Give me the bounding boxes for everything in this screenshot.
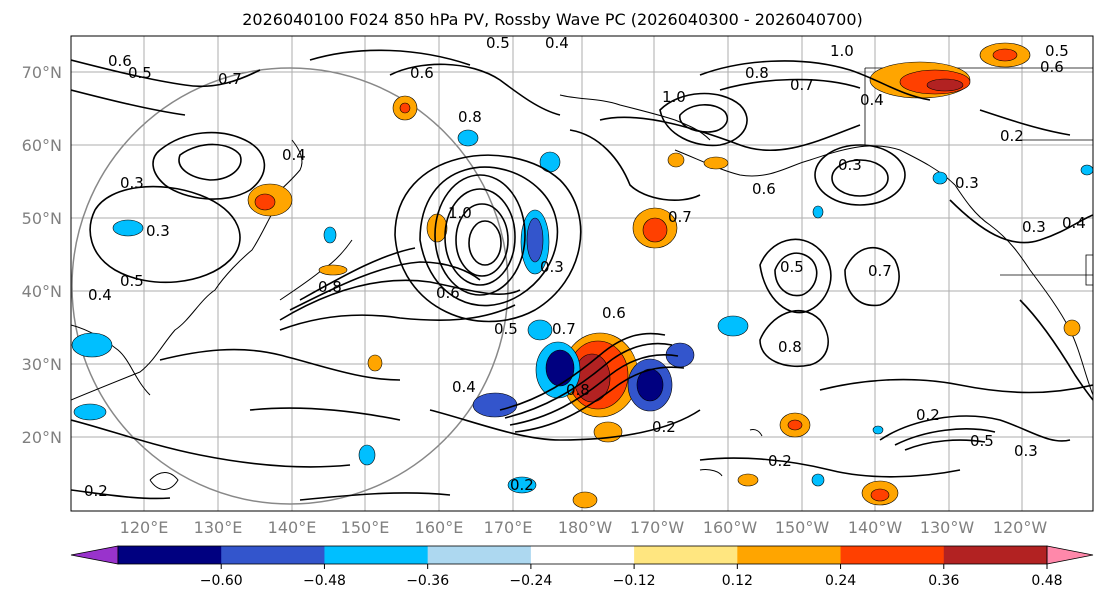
contour-label: 0.5 (494, 320, 518, 338)
contour-label: 0.5 (1045, 42, 1069, 60)
contour-label: 0.6 (410, 64, 434, 82)
colorbar-extend-max (1046, 545, 1094, 565)
colorbar-segment (324, 546, 429, 564)
contour-label: 1.0 (448, 204, 472, 222)
contour-label: 0.2 (1000, 127, 1024, 145)
contour-label: 0.5 (970, 432, 994, 450)
lon-label: 180°W (558, 518, 613, 537)
lon-label: 130°W (920, 518, 975, 537)
contour-label: 0.8 (745, 64, 769, 82)
colorbar-segment (118, 546, 222, 564)
colorbar-tick-label: 0.12 (722, 573, 753, 589)
lon-label: 140°E (268, 518, 317, 537)
contour-label: 0.8 (318, 278, 342, 296)
colorbar-tick-label: −0.12 (613, 573, 656, 589)
colorbar-extend-min (70, 545, 119, 565)
contour-label: 1.0 (662, 88, 686, 106)
colorbar-tick-label: −0.60 (200, 573, 243, 589)
colorbar-segment (427, 546, 532, 564)
lon-label: 160°E (415, 518, 464, 537)
contour-label: 0.2 (916, 406, 940, 424)
lon-label: 140°W (848, 518, 903, 537)
gridlines (71, 36, 1093, 511)
contour-label: 0.4 (545, 34, 569, 52)
contour-label: 0.7 (790, 76, 814, 94)
colorbar-tick-label: −0.36 (406, 573, 449, 589)
contour-label: 0.6 (1040, 58, 1064, 76)
contour-label: 0.6 (436, 284, 460, 302)
contour-label: 0.6 (752, 180, 776, 198)
latitude-labels: 70°N 60°N 50°N 40°N 30°N 20°N (22, 63, 62, 447)
contour-label: 0.8 (458, 108, 482, 126)
plot-frame (70, 35, 1094, 512)
contour-label: 0.4 (282, 146, 306, 164)
contour-label: 0.4 (1062, 214, 1086, 232)
lat-label: 30°N (22, 355, 62, 374)
contour-label: 0.2 (652, 418, 676, 436)
contour-label: 0.4 (452, 378, 476, 396)
contour-label: 0.5 (128, 64, 152, 82)
colorbar-segment (634, 546, 738, 564)
contour-label: 1.0 (830, 42, 854, 60)
contour-label: 0.8 (566, 381, 590, 399)
lat-label: 50°N (22, 209, 62, 228)
lat-label: 60°N (22, 136, 62, 155)
lat-label: 20°N (22, 428, 62, 447)
longitude-labels: 120°E 130°E 140°E 150°E 160°E 170°E 180°… (120, 518, 1048, 537)
map-title: 2026040100 F024 850 hPa PV, Rossby Wave … (242, 10, 863, 29)
colorbar-tick-label: 0.48 (1031, 573, 1062, 589)
colorbar-tick-label: −0.24 (509, 573, 552, 589)
lat-label: 40°N (22, 282, 62, 301)
contour-label: 0.4 (860, 91, 884, 109)
contour-label: 0.3 (1014, 442, 1038, 460)
coastlines (71, 67, 1093, 490)
colorbar-segment (840, 546, 945, 564)
lon-label: 120°W (993, 518, 1048, 537)
contour-label: 0.2 (510, 476, 534, 494)
lon-label: 170°E (484, 518, 533, 537)
contour-label: 0.7 (668, 208, 692, 226)
contour-label: 0.4 (88, 286, 112, 304)
contour-label: 0.5 (486, 34, 510, 52)
contour-labels: 0.5 0.4 0.6 0.5 0.7 0.6 1.0 0.8 0.7 1.0 … (84, 34, 1086, 500)
contour-label: 0.3 (838, 156, 862, 174)
contour-label: 0.7 (218, 70, 242, 88)
contour-label: 0.3 (120, 174, 144, 192)
contour-label: 0.5 (120, 272, 144, 290)
colorbar-segment (221, 546, 325, 564)
contour-label: 0.5 (780, 258, 804, 276)
contour-label: 0.8 (778, 338, 802, 356)
lon-label: 170°W (630, 518, 685, 537)
colorbar-segment (943, 546, 1048, 564)
colorbar-tick-label: −0.48 (303, 573, 346, 589)
contour-label: 0.3 (146, 222, 170, 240)
contour-label: 0.7 (868, 262, 892, 280)
colorbar: −0.60 −0.48 −0.36 −0.24 −0.12 0.12 0.24 0.36 0.4… (70, 545, 1094, 589)
lon-label: 150°E (341, 518, 390, 537)
lon-label: 130°E (194, 518, 243, 537)
lat-label: 70°N (22, 63, 62, 82)
contour-label: 0.3 (540, 258, 564, 276)
contour-label: 0.2 (768, 452, 792, 470)
colorbar-segment (737, 546, 842, 564)
pv-contours (71, 49, 1093, 501)
lon-label: 160°W (703, 518, 758, 537)
contour-label: 0.7 (552, 320, 576, 338)
contour-label: 0.6 (602, 304, 626, 322)
colorbar-tick-label: 0.24 (825, 573, 856, 589)
lon-label: 120°E (120, 518, 169, 537)
colorbar-tick-label: 0.36 (928, 573, 959, 589)
contour-label: 0.2 (84, 482, 108, 500)
radius-circle (71, 67, 509, 505)
lon-label: 150°W (775, 518, 830, 537)
colorbar-segment (530, 546, 635, 564)
contour-label: 0.6 (108, 52, 132, 70)
contour-label: 0.3 (1022, 218, 1046, 236)
contour-label: 0.3 (955, 174, 979, 192)
